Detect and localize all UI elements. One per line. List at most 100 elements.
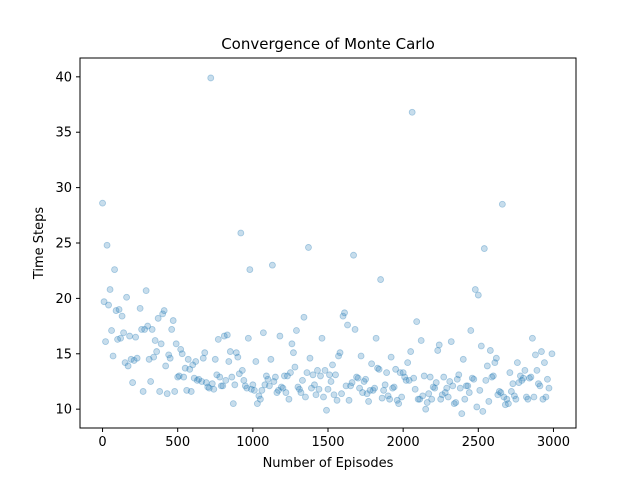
data-point [440,373,448,381]
data-point [513,359,521,367]
data-point [299,376,306,384]
data-point [491,359,499,367]
data-point [377,276,385,283]
x-tick-label: 1500 [311,435,344,450]
data-point [273,389,281,396]
data-point [145,355,153,363]
data-point [348,379,356,386]
data-point [401,373,409,381]
data-point [500,393,508,401]
data-point [262,372,270,380]
data-point [302,393,309,401]
data-point [190,374,198,382]
data-point [294,383,302,391]
data-point [456,384,464,392]
data-point [393,396,401,404]
data-point [476,386,484,394]
data-point [338,390,345,398]
data-point [183,386,191,394]
data-point [147,378,155,385]
data-point [509,380,517,388]
data-point [238,366,246,374]
data-point [267,355,275,363]
x-tick-label: 1000 [236,435,269,450]
data-point [216,373,224,381]
data-point [192,358,200,365]
data-point [231,381,239,389]
data-point [253,400,261,408]
data-point [533,366,541,374]
data-point [163,390,171,398]
data-point [244,334,252,342]
data-point [278,383,285,391]
data-point [288,340,296,348]
data-point [539,395,547,403]
data-point [408,108,416,116]
data-point [507,388,515,395]
data-point [229,400,237,408]
data-point [351,326,359,333]
data-point [141,326,149,333]
data-point [461,395,469,403]
data-point [324,385,332,393]
data-point [130,357,138,364]
data-point [241,382,249,390]
data-point [411,385,419,393]
data-point [186,365,194,373]
data-point [148,326,156,333]
data-point [150,353,158,361]
data-point [434,347,442,354]
x-axis-ticks: 0 500 1000 1500 2000 2500 3000 [98,428,570,450]
data-point [270,378,278,385]
data-point [332,371,339,379]
data-point [99,199,106,207]
data-point [465,389,473,396]
data-point [208,380,216,388]
y-axis-label: Time Steps [32,207,47,281]
data-point [112,307,120,314]
data-point [234,353,242,361]
data-point [488,373,496,381]
data-point [166,354,174,362]
data-point [402,376,410,384]
data-point [426,373,434,381]
data-point [479,407,487,415]
data-point [129,379,137,386]
data-point [305,244,312,251]
data-point [516,372,524,380]
data-point [468,374,476,382]
data-point [205,384,213,392]
data-point [243,384,251,392]
data-point [419,392,427,400]
data-point [172,340,180,348]
data-point [246,266,254,273]
data-point [392,365,400,373]
data-point [297,389,305,396]
data-point [452,399,460,406]
data-point [132,333,140,341]
data-point [162,362,170,370]
data-point [258,386,266,394]
data-point [515,379,523,386]
data-point [105,301,112,309]
data-point [276,332,284,340]
data-point [347,382,354,390]
data-point [103,241,111,249]
data-point [329,361,336,369]
data-point [120,329,127,337]
data-point [485,398,493,405]
x-tick-label: 2000 [387,435,420,450]
data-point [407,348,415,355]
data-point [530,393,538,401]
data-point [446,378,454,385]
data-point [541,359,548,367]
data-point [354,374,362,382]
data-point [504,400,512,408]
data-point [518,376,526,384]
data-point [360,378,368,385]
data-point [359,389,366,396]
data-point [453,375,461,383]
data-point [498,200,506,208]
data-point [174,373,182,381]
